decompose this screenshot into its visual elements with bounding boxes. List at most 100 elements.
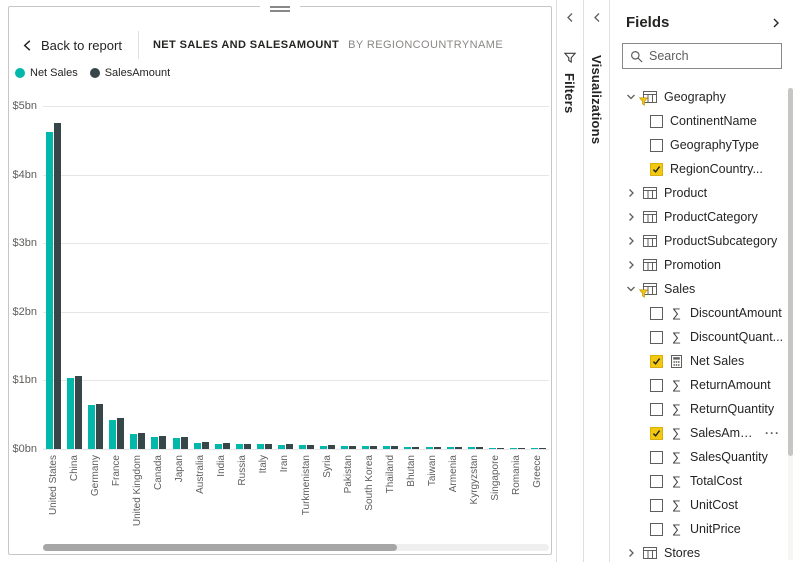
expand-chevron-right-icon[interactable] [626, 212, 636, 222]
drag-handle-icon[interactable] [260, 4, 300, 14]
bar-net-sales[interactable] [67, 377, 75, 449]
bar-salesamount[interactable] [243, 443, 251, 449]
field-item-salesquantity[interactable]: ∑ SalesQuantity [610, 445, 794, 469]
legend-item-salesamount[interactable]: SalesAmount [89, 67, 170, 79]
bar-group-united-states[interactable] [43, 106, 64, 449]
bar-salesamount[interactable] [328, 445, 336, 449]
expand-chevron-right-icon[interactable] [626, 236, 636, 246]
bar-salesamount[interactable] [412, 446, 420, 449]
checkbox-salesquantity[interactable] [650, 450, 663, 464]
field-item-returnquantity[interactable]: ∑ ReturnQuantity [610, 397, 794, 421]
bar-net-sales[interactable] [425, 446, 433, 449]
field-item-regioncountry[interactable]: RegionCountry... [610, 157, 794, 181]
bar-net-sales[interactable] [383, 446, 391, 449]
bar-net-sales[interactable] [530, 447, 538, 449]
checkbox-salesamount[interactable] [650, 426, 663, 440]
bar-group-canada[interactable] [148, 106, 169, 449]
collapse-fields-chevron-icon[interactable] [772, 17, 780, 29]
bar-salesamount[interactable] [117, 418, 125, 449]
bar-group-south-korea[interactable] [359, 106, 380, 449]
bar-salesamount[interactable] [201, 442, 209, 449]
field-table-sales[interactable]: Sales [610, 277, 794, 301]
bar-salesamount[interactable] [391, 446, 399, 449]
bar-salesamount[interactable] [349, 445, 357, 449]
bar-net-sales[interactable] [256, 444, 264, 449]
bar-net-sales[interactable] [88, 405, 96, 449]
bar-net-sales[interactable] [299, 445, 307, 449]
bar-salesamount[interactable] [138, 433, 146, 449]
bar-group-united-kingdom[interactable] [127, 106, 148, 449]
expand-chevron-right-icon[interactable] [626, 260, 636, 270]
bar-group-france[interactable] [106, 106, 127, 449]
field-item-geographytype[interactable]: GeographyType [610, 133, 794, 157]
bar-net-sales[interactable] [109, 420, 117, 449]
expand-visualizations-chevron-icon[interactable] [593, 12, 601, 23]
bar-net-sales[interactable] [362, 446, 370, 449]
scrollbar-thumb[interactable] [43, 544, 398, 551]
bar-group-india[interactable] [212, 106, 233, 449]
field-item-salesamount[interactable]: ∑ SalesAmount ··· [610, 421, 794, 445]
bar-salesamount[interactable] [307, 444, 315, 449]
field-table-geography[interactable]: Geography [610, 85, 794, 109]
expand-chevron-right-icon[interactable] [626, 188, 636, 198]
chart-horizontal-scrollbar[interactable] [43, 544, 549, 551]
bar-salesamount[interactable] [475, 447, 483, 449]
bar-group-china[interactable] [64, 106, 85, 449]
bar-net-sales[interactable] [277, 444, 285, 449]
bar-net-sales[interactable] [467, 447, 475, 449]
legend-item-net-sales[interactable]: Net Sales [15, 67, 78, 79]
visualizations-pane-collapsed[interactable]: Visualizations [583, 0, 610, 562]
bar-group-thailand[interactable] [380, 106, 401, 449]
bar-net-sales[interactable] [46, 132, 54, 449]
bar-group-armenia[interactable] [444, 106, 465, 449]
checkbox-returnquantity[interactable] [650, 402, 663, 416]
bar-group-russia[interactable] [233, 106, 254, 449]
bar-net-sales[interactable] [488, 447, 496, 449]
checkbox-totalcost[interactable] [650, 474, 663, 488]
field-table-promotion[interactable]: Promotion [610, 253, 794, 277]
bar-salesamount[interactable] [54, 123, 62, 449]
bar-salesamount[interactable] [222, 443, 230, 449]
bar-net-sales[interactable] [172, 438, 180, 449]
bar-net-sales[interactable] [320, 445, 328, 449]
bar-group-australia[interactable] [191, 106, 212, 449]
bar-net-sales[interactable] [130, 433, 138, 449]
checkbox-regioncountry[interactable] [650, 162, 663, 176]
bar-net-sales[interactable] [404, 446, 412, 449]
back-to-report-button[interactable]: Back to report [21, 38, 122, 53]
bar-salesamount[interactable] [96, 403, 104, 449]
bar-net-sales[interactable] [235, 443, 243, 449]
bar-group-syria[interactable] [317, 106, 338, 449]
bar-group-romania[interactable] [507, 106, 528, 449]
expand-chevron-down-icon[interactable] [626, 284, 636, 294]
field-item-discountquant[interactable]: ∑ DiscountQuant... [610, 325, 794, 349]
field-more-options-button[interactable]: ··· [765, 426, 780, 440]
bar-group-iran[interactable] [275, 106, 296, 449]
field-table-productsubcategory[interactable]: ProductSubcategory [610, 229, 794, 253]
expand-filters-chevron-icon[interactable] [566, 12, 574, 23]
bar-salesamount[interactable] [496, 447, 504, 449]
bar-net-sales[interactable] [193, 442, 201, 449]
field-table-productcategory[interactable]: ProductCategory [610, 205, 794, 229]
fields-scrollbar[interactable] [788, 88, 793, 560]
chart-visual-container[interactable]: Back to report NET SALES AND SALESAMOUNT… [8, 4, 552, 555]
bar-salesamount[interactable] [370, 445, 378, 449]
bar-group-japan[interactable] [170, 106, 191, 449]
expand-chevron-down-icon[interactable] [626, 92, 636, 102]
checkbox-discountamount[interactable] [650, 306, 663, 320]
checkbox-geographytype[interactable] [650, 138, 663, 152]
bar-net-sales[interactable] [151, 436, 159, 449]
checkbox-discountquant[interactable] [650, 330, 663, 344]
field-item-net-sales[interactable]: Net Sales [610, 349, 794, 373]
bar-group-pakistan[interactable] [338, 106, 359, 449]
search-box[interactable] [622, 43, 782, 69]
bar-net-sales[interactable] [446, 446, 454, 449]
filters-pane-collapsed[interactable]: Filters [556, 0, 582, 562]
checkbox-unitcost[interactable] [650, 498, 663, 512]
checkbox-net-sales[interactable] [650, 354, 663, 368]
bar-salesamount[interactable] [285, 444, 293, 449]
bar-group-turkmenistan[interactable] [296, 106, 317, 449]
field-item-unitprice[interactable]: ∑ UnitPrice [610, 517, 794, 541]
field-item-unitcost[interactable]: ∑ UnitCost [610, 493, 794, 517]
bar-salesamount[interactable] [538, 447, 546, 449]
